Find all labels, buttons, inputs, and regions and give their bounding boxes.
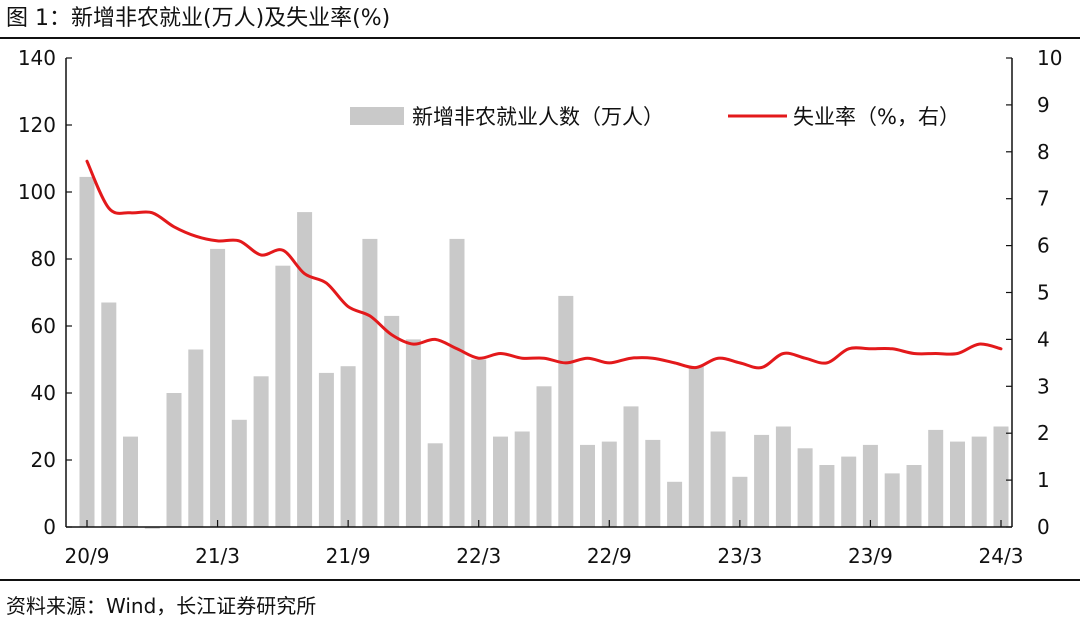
bar [471, 359, 487, 527]
bar [493, 436, 508, 527]
bar [819, 465, 835, 527]
bar [101, 302, 117, 527]
right-tick-label: 9 [1037, 93, 1050, 117]
x-tick-label: 23/3 [717, 544, 762, 568]
left-tick-label: 80 [31, 247, 56, 271]
right-tick-label: 1 [1037, 468, 1050, 492]
bar [536, 386, 552, 527]
bar [362, 238, 378, 527]
figure-title: 图 1：新增非农就业(万人)及失业率(%) [6, 6, 391, 31]
bar [950, 441, 965, 527]
x-tick-label: 22/9 [587, 544, 632, 568]
bar [884, 473, 900, 527]
bar [928, 429, 944, 527]
bar [623, 406, 639, 527]
x-tick-label: 24/3 [979, 544, 1024, 568]
bar [514, 431, 530, 527]
right-tick-label: 7 [1037, 187, 1050, 211]
bar [688, 366, 704, 527]
left-tick-label: 20 [31, 448, 56, 472]
bar [971, 436, 987, 527]
bottom-rule [0, 579, 1080, 581]
bar [732, 476, 748, 528]
unemployment-line [85, 159, 1003, 370]
bar [558, 295, 574, 527]
bar [797, 448, 813, 527]
bar [754, 434, 770, 527]
bar [210, 248, 226, 527]
bar [449, 238, 465, 527]
bar-series [79, 176, 1009, 529]
left-tick-label: 140 [18, 46, 56, 70]
top-rule [0, 37, 1080, 39]
bar [645, 439, 661, 527]
bar [384, 315, 400, 527]
bar [188, 349, 204, 527]
bar [144, 527, 160, 529]
bar [79, 176, 95, 527]
left-tick-label: 120 [18, 113, 56, 137]
bar [275, 265, 291, 527]
x-tick-label: 23/9 [848, 544, 893, 568]
bar [580, 444, 595, 527]
bar [906, 465, 922, 527]
bar [601, 441, 617, 527]
axes: 0 20 40 60 80 100 120 140 0 1 2 3 4 5 6 7 8 9 10 20/9 21/3 21… [18, 46, 1063, 568]
bar [340, 366, 356, 527]
source-note: 资料来源：Wind，长江证券研究所 [6, 594, 317, 618]
right-tick-label: 0 [1037, 515, 1050, 539]
bar [841, 456, 857, 527]
bar [427, 443, 443, 528]
legend: 新增非农就业人数（万人） 失业率（%，右） [350, 105, 960, 129]
right-tick-label: 6 [1037, 234, 1050, 258]
bar [318, 372, 334, 527]
legend-bar-label: 新增非农就业人数（万人） [412, 105, 664, 129]
left-tick-label: 60 [31, 314, 56, 338]
right-tick-label: 3 [1037, 374, 1050, 398]
bar [297, 212, 313, 527]
line-series [85, 159, 1003, 370]
left-tick-label: 100 [18, 180, 56, 204]
bar [166, 393, 182, 527]
left-tick-label: 40 [31, 381, 56, 405]
bar [710, 431, 726, 527]
legend-bar-swatch [350, 107, 404, 125]
x-tick-label: 22/3 [456, 544, 501, 568]
bar [667, 481, 683, 527]
x-tick-label: 20/9 [65, 544, 110, 568]
x-tick-label: 21/9 [326, 544, 371, 568]
bar [862, 444, 878, 527]
bar [993, 426, 1009, 527]
right-tick-label: 2 [1037, 421, 1050, 445]
right-tick-label: 5 [1037, 281, 1050, 305]
bar [253, 376, 269, 528]
right-tick-label: 10 [1037, 46, 1062, 70]
right-tick-label: 8 [1037, 140, 1050, 164]
x-tick-label: 21/3 [195, 544, 240, 568]
legend-line-label: 失业率（%，右） [793, 105, 960, 129]
left-tick-label: 0 [43, 515, 56, 539]
bar [405, 339, 421, 527]
bar [123, 436, 138, 527]
bar [775, 426, 791, 527]
bar [231, 419, 247, 527]
right-tick-label: 4 [1037, 327, 1050, 351]
